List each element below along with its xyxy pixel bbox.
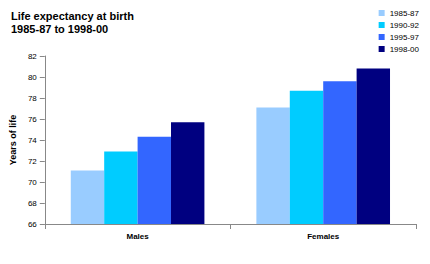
svg-text:76: 76 (28, 115, 37, 124)
svg-text:Years of life: Years of life (8, 115, 18, 166)
svg-text:1998-00: 1998-00 (390, 45, 420, 54)
svg-text:74: 74 (28, 136, 37, 145)
svg-text:82: 82 (28, 52, 37, 61)
svg-text:1985-87: 1985-87 (390, 9, 420, 18)
svg-text:1995-97: 1995-97 (390, 33, 420, 42)
svg-text:Males: Males (126, 232, 149, 241)
svg-text:78: 78 (28, 94, 37, 103)
svg-text:1990-92: 1990-92 (390, 21, 420, 30)
svg-text:Females: Females (307, 232, 340, 241)
svg-text:70: 70 (28, 178, 37, 187)
svg-text:80: 80 (28, 73, 37, 82)
svg-text:Life expectancy at birth: Life expectancy at birth (11, 10, 134, 22)
svg-text:1985-87 to 1998-00: 1985-87 to 1998-00 (11, 23, 108, 35)
svg-text:68: 68 (28, 199, 37, 208)
svg-text:72: 72 (28, 157, 37, 166)
svg-text:66: 66 (28, 220, 37, 229)
